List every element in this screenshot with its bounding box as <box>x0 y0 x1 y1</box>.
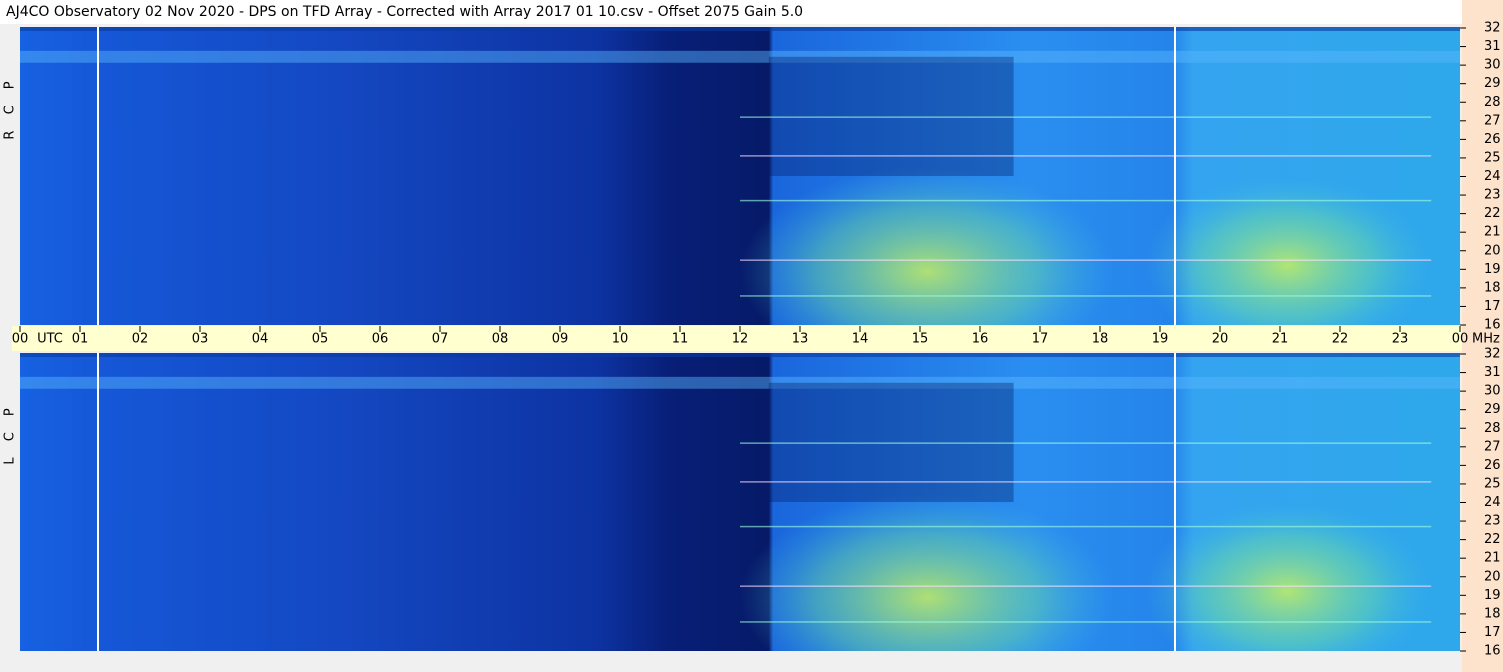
y-tick-label: 19 <box>1484 588 1501 603</box>
band <box>20 353 1460 357</box>
y-tick-label: 25 <box>1484 150 1501 165</box>
chart-title: AJ4CO Observatory 02 Nov 2020 - DPS on T… <box>6 4 803 20</box>
y-tick-label: 23 <box>1484 514 1501 529</box>
band <box>20 27 1460 31</box>
x-tick-label: 21 <box>1272 332 1289 347</box>
x-tick-label: 10 <box>612 332 629 347</box>
x-tick-label: 04 <box>252 332 269 347</box>
x-tick-label: 07 <box>432 332 449 347</box>
spectrogram-panel <box>20 27 1460 325</box>
interference <box>740 295 1432 297</box>
emission <box>1143 502 1432 651</box>
panel-label: L C P <box>3 402 18 464</box>
y-tick-label: 28 <box>1484 95 1501 110</box>
x-tick-label: 05 <box>312 332 329 347</box>
x-tick-label: 11 <box>672 332 689 347</box>
interference <box>740 525 1432 528</box>
title-bar <box>0 0 1462 24</box>
y-tick-label: 29 <box>1484 402 1501 417</box>
interference <box>740 481 1432 483</box>
y-tick-label: 20 <box>1484 243 1501 258</box>
y-tick-label: 17 <box>1484 299 1501 314</box>
interference <box>740 116 1432 118</box>
emission <box>1143 176 1432 325</box>
y-tick-label: 25 <box>1484 476 1501 491</box>
panel-label: R C P <box>3 75 18 139</box>
x-tick-label: 02 <box>132 332 149 347</box>
right-strip <box>1462 0 1503 672</box>
interference <box>740 585 1432 587</box>
y-tick-label: 18 <box>1484 280 1501 295</box>
x-tick-label: 16 <box>972 332 989 347</box>
y-tick-label: 17 <box>1484 625 1501 640</box>
x-tick-label: 01 <box>72 332 89 347</box>
y-tick-label: 16 <box>1484 318 1501 333</box>
y-tick-label: 30 <box>1484 58 1501 73</box>
band <box>20 376 1460 389</box>
y-tick-label: 26 <box>1484 132 1501 147</box>
x-tick-label: 19 <box>1152 332 1169 347</box>
emission <box>740 493 1115 651</box>
interference <box>740 199 1432 202</box>
darkening <box>768 56 1014 176</box>
x-tick-label: 12 <box>732 332 749 347</box>
y-tick-label: 26 <box>1484 458 1501 473</box>
y-tick-label: 20 <box>1484 569 1501 584</box>
interference <box>740 621 1432 623</box>
x-tick-label: 20 <box>1212 332 1229 347</box>
y-tick-label: 22 <box>1484 532 1501 547</box>
y-tick-label: 31 <box>1484 365 1501 380</box>
x-tick-label: 22 <box>1332 332 1349 347</box>
darkening <box>768 382 1014 502</box>
y-unit-label: MHz <box>1472 332 1500 347</box>
x-tick-label: 03 <box>192 332 209 347</box>
y-tick-label: 28 <box>1484 421 1501 436</box>
y-tick-label: 18 <box>1484 606 1501 621</box>
x-tick-label: 23 <box>1392 332 1409 347</box>
y-tick-label: 31 <box>1484 39 1501 54</box>
y-tick-label: 29 <box>1484 76 1501 91</box>
x-tick-label: 09 <box>552 332 569 347</box>
x-tick-label: 17 <box>1032 332 1049 347</box>
emission <box>740 167 1115 325</box>
y-tick-label: 22 <box>1484 206 1501 221</box>
x-tick-label: 15 <box>912 332 929 347</box>
x-tick-label: 00 <box>12 332 29 347</box>
y-tick-label: 21 <box>1484 551 1501 566</box>
x-tick-label: 14 <box>852 332 869 347</box>
interference <box>740 259 1432 261</box>
y-tick-label: 24 <box>1484 495 1501 510</box>
interference <box>740 155 1432 157</box>
x-unit-label: UTC <box>37 332 63 347</box>
x-tick-label: 18 <box>1092 332 1109 347</box>
y-tick-label: 19 <box>1484 262 1501 277</box>
y-tick-label: 32 <box>1484 347 1501 362</box>
y-tick-label: 27 <box>1484 113 1501 128</box>
y-tick-label: 16 <box>1484 644 1501 659</box>
y-tick-label: 27 <box>1484 439 1501 454</box>
y-tick-label: 30 <box>1484 384 1501 399</box>
x-tick-label: 06 <box>372 332 389 347</box>
y-tick-label: 23 <box>1484 188 1501 203</box>
y-tick-label: 32 <box>1484 21 1501 36</box>
spectrogram-panel <box>20 353 1460 651</box>
x-tick-label: 00 <box>1452 332 1469 347</box>
x-tick-label: 08 <box>492 332 509 347</box>
y-tick-label: 21 <box>1484 225 1501 240</box>
x-tick-label: 13 <box>792 332 809 347</box>
interference <box>740 442 1432 444</box>
band <box>20 50 1460 63</box>
y-tick-label: 24 <box>1484 169 1501 184</box>
